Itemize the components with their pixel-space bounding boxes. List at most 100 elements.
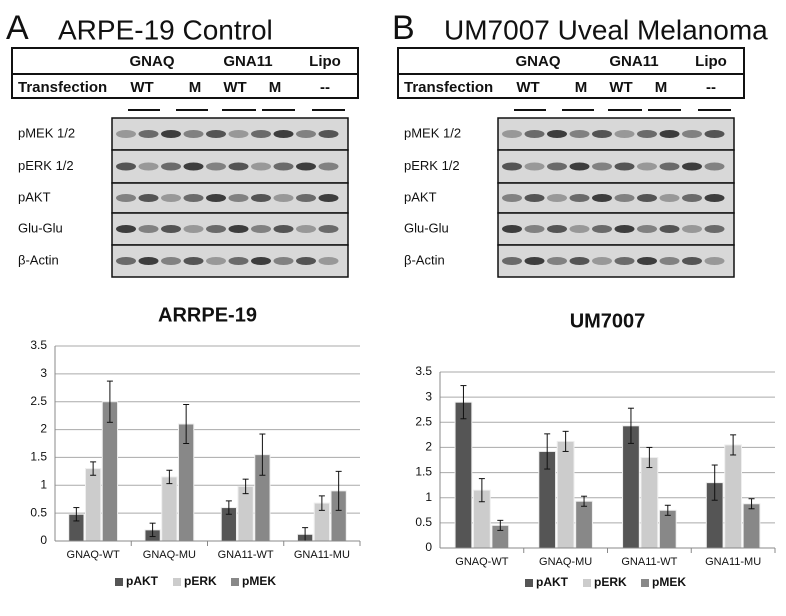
blot-label: Glu-Glu [404, 220, 449, 235]
blot-band [296, 225, 316, 233]
blot-band [659, 162, 680, 171]
bar [556, 440, 575, 549]
error-bar [664, 504, 671, 516]
blot-band [161, 225, 181, 233]
y-tick-label: 2.5 [30, 394, 47, 408]
blot-band [569, 162, 590, 171]
legend-swatch [583, 579, 591, 587]
blot-band [502, 257, 522, 265]
group-label: Lipo [309, 53, 341, 70]
error-bar [562, 430, 569, 452]
blot-label: β-Actin [18, 252, 59, 267]
blot-band [296, 257, 316, 265]
error-bar [73, 507, 80, 522]
error-bar [627, 407, 634, 444]
error-bar [106, 380, 113, 423]
blot-band [318, 257, 339, 265]
blot-band [569, 130, 590, 138]
bar [724, 444, 742, 549]
blot-band [161, 130, 181, 138]
bar [640, 456, 659, 549]
blot-band [704, 225, 725, 233]
condition-label: M [655, 79, 668, 96]
error-bar [460, 385, 467, 420]
blot-band [659, 194, 680, 202]
error-bar [166, 469, 173, 485]
error-bar [183, 404, 190, 444]
blot-band [228, 225, 249, 233]
x-tick-label: GNAQ-WT [455, 556, 508, 568]
group-label: GNAQ [516, 53, 561, 70]
blot-band [704, 162, 725, 171]
blot-band [524, 162, 545, 171]
blot-band [251, 130, 271, 138]
blot-band [161, 162, 181, 171]
blot-band [161, 194, 181, 202]
blot-band [318, 225, 339, 233]
blot-band [318, 194, 339, 202]
error-bar [544, 433, 551, 470]
x-tick-label: GNA11-WT [218, 549, 274, 561]
legend-swatch [115, 578, 123, 586]
x-tick-label: GNA11-MU [294, 549, 350, 561]
blot-band [659, 257, 680, 265]
blot-band [183, 130, 204, 138]
blot-band [251, 162, 271, 171]
blot-band [161, 257, 181, 265]
bar [622, 425, 640, 549]
y-tick-label: 0.5 [30, 505, 47, 519]
blot-label: pAKT [404, 189, 437, 204]
error-bar [646, 446, 653, 469]
blot-band [637, 162, 657, 171]
blot-band [704, 257, 725, 265]
blot-band [682, 194, 702, 202]
blot-label: β-Actin [404, 252, 445, 267]
blot-band [524, 225, 545, 233]
blot-band [251, 225, 271, 233]
transfection-label: Transfection [404, 79, 493, 96]
blot-band [592, 194, 612, 202]
y-tick-label: 1 [40, 477, 47, 491]
bar [161, 476, 178, 542]
error-bar [581, 495, 588, 507]
blot-band [138, 130, 159, 138]
blot-band [682, 257, 702, 265]
transfection-label: Transfection [18, 79, 107, 96]
x-tick-label: GNAQ-WT [67, 549, 120, 561]
legend-label: pMEK [652, 575, 686, 589]
condition-label: WT [516, 79, 539, 96]
condition-label: M [269, 79, 282, 96]
blot-band [569, 194, 590, 202]
condition-label: WT [223, 79, 246, 96]
group-label: Lipo [695, 53, 727, 70]
legend-swatch [641, 579, 649, 587]
blot-band [614, 225, 635, 233]
blot-band [228, 162, 249, 171]
error-bar [149, 522, 156, 538]
blot-band [138, 194, 159, 202]
blot-band [251, 194, 271, 202]
blot-band [637, 257, 657, 265]
y-tick-label: 1.5 [30, 450, 47, 464]
blot-band [637, 130, 657, 138]
blot-band [569, 257, 590, 265]
blot-label: pAKT [18, 189, 51, 204]
y-tick-label: 0 [40, 533, 47, 547]
x-tick-label: GNAQ-MU [143, 549, 196, 561]
error-bar [318, 495, 325, 511]
blot-band [183, 257, 204, 265]
legend-swatch [525, 579, 533, 587]
blot-band [524, 130, 545, 138]
blot-band [637, 225, 657, 233]
legend-swatch [173, 578, 181, 586]
blot-band [116, 257, 136, 265]
blot-band [614, 194, 635, 202]
blot-band [183, 225, 204, 233]
blot-band [318, 130, 339, 138]
blot-band [138, 225, 159, 233]
blot-band [704, 130, 725, 138]
blot-band [183, 194, 204, 202]
blot-band [547, 225, 567, 233]
blot-band [273, 162, 294, 171]
